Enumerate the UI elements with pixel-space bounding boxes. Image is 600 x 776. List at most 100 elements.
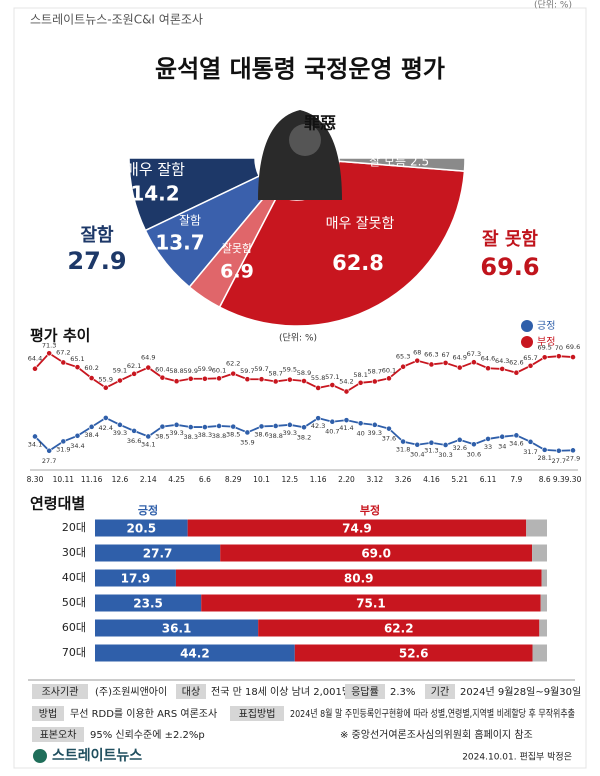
point xyxy=(329,382,336,388)
value-label: 71.3 xyxy=(42,341,56,349)
x-tick-label: 12.6 xyxy=(112,475,129,484)
value-label: 69.5 xyxy=(537,343,551,351)
value-label: 62.1 xyxy=(127,362,141,370)
value-label: 59.5 xyxy=(283,366,297,374)
value-label: 34.6 xyxy=(509,439,523,447)
slice-value: 13.7 xyxy=(155,231,204,255)
value-label: 60.1 xyxy=(212,366,226,374)
point xyxy=(46,350,53,357)
point xyxy=(102,384,109,391)
x-tick-label: 10.1 xyxy=(253,475,270,484)
slice-label: 잘 모름 xyxy=(369,155,406,169)
point xyxy=(201,375,208,382)
value-label: 34 xyxy=(498,443,506,451)
point xyxy=(414,441,421,448)
value-label: 67.2 xyxy=(56,348,70,356)
point xyxy=(258,376,265,383)
value-label: 58.9 xyxy=(297,369,311,377)
org: (주)조원씨앤아이 xyxy=(95,686,167,698)
value-label: 64.6 xyxy=(481,354,495,362)
point xyxy=(46,447,53,454)
unit: (단위: %) xyxy=(534,0,572,11)
point xyxy=(527,438,534,445)
value-label: 36.1 xyxy=(162,622,192,636)
value-label: 52.6 xyxy=(399,647,429,661)
target-label: 대상 xyxy=(182,686,200,698)
footer: 조사기관 (주)조원씨앤아이 대상 전국 만 18세 이상 남녀 2,001명 … xyxy=(28,679,581,764)
point xyxy=(456,436,463,443)
point xyxy=(173,378,180,385)
value-label: 44.2 xyxy=(180,647,210,661)
x-tick-label: 12.5 xyxy=(281,475,298,484)
slice-value: 6.9 xyxy=(220,261,254,283)
category-label: 60대 xyxy=(62,621,86,634)
value-label: 64.9 xyxy=(452,354,466,362)
value-label: 17.9 xyxy=(121,572,151,586)
label-box xyxy=(176,684,206,699)
point xyxy=(371,378,378,385)
x-tick-label: 8.29 xyxy=(225,475,242,484)
value-label: 39.3 xyxy=(113,429,127,437)
point xyxy=(159,374,166,381)
value-label: 36.6 xyxy=(127,437,141,445)
legend-label: 부정 xyxy=(537,336,555,348)
slice-label: 매우 잘함 xyxy=(125,161,185,179)
bar-segment xyxy=(95,519,188,537)
value-label: 30.6 xyxy=(467,450,481,458)
point xyxy=(74,364,81,371)
x-tick-label: 9.3 xyxy=(553,475,565,484)
point xyxy=(216,423,222,429)
value-label: 59.9 xyxy=(183,367,197,375)
point xyxy=(74,432,81,439)
value-label: 30.4 xyxy=(410,451,424,459)
legend-label: 긍정 xyxy=(537,320,555,332)
bar-segment xyxy=(95,644,295,662)
logo: 스트레이트뉴스 xyxy=(52,747,142,764)
value-label: 60.2 xyxy=(84,364,98,372)
x-tick-label: 9.30 xyxy=(565,475,582,484)
point xyxy=(32,365,38,372)
method: 무선 RDD를 이용한 ARS 여론조사 xyxy=(70,708,217,720)
x-tick-label: 4.16 xyxy=(423,475,440,484)
value-label: 62.2 xyxy=(226,360,240,368)
period: 2024년 9월28일~9월30일 xyxy=(460,686,581,698)
point xyxy=(499,366,506,372)
chart-title: 평가 추이 xyxy=(30,327,90,345)
value-label: 64.9 xyxy=(141,354,155,362)
value-label: 31.9 xyxy=(56,445,70,453)
value-label: 31.3 xyxy=(424,447,438,455)
value-label: 27.9 xyxy=(566,454,580,462)
point xyxy=(386,425,392,432)
point xyxy=(244,376,251,383)
point xyxy=(555,353,562,360)
point xyxy=(301,424,307,431)
point xyxy=(60,359,67,366)
chart-title: 연령대별 xyxy=(30,495,85,513)
label-box xyxy=(345,684,385,699)
label-box xyxy=(32,706,64,721)
point xyxy=(187,375,194,382)
value-label: 62.2 xyxy=(384,622,414,636)
slice-label: 잘함 xyxy=(179,214,201,228)
x-tick-label: 4.25 xyxy=(168,475,185,484)
value-label: 64.4 xyxy=(28,355,42,363)
point xyxy=(527,362,534,369)
legend-label: 긍정 xyxy=(138,503,158,517)
bar-segment xyxy=(175,569,542,587)
value-label: 66.3 xyxy=(424,350,438,358)
bar-segment xyxy=(541,569,547,587)
title: 윤석열 대통령 국정운영 평가 xyxy=(155,55,445,83)
point xyxy=(456,364,463,371)
summary-label: 잘함 xyxy=(80,224,114,246)
point xyxy=(357,379,364,386)
value-label: 39.3 xyxy=(283,429,297,437)
logo-icon xyxy=(33,749,47,763)
point xyxy=(371,421,378,428)
point xyxy=(244,429,251,436)
point xyxy=(159,423,166,430)
value-label: 39.3 xyxy=(368,429,382,437)
point xyxy=(216,375,222,382)
rate: 2.3% xyxy=(390,687,415,698)
value-label: 65.7 xyxy=(523,354,537,362)
